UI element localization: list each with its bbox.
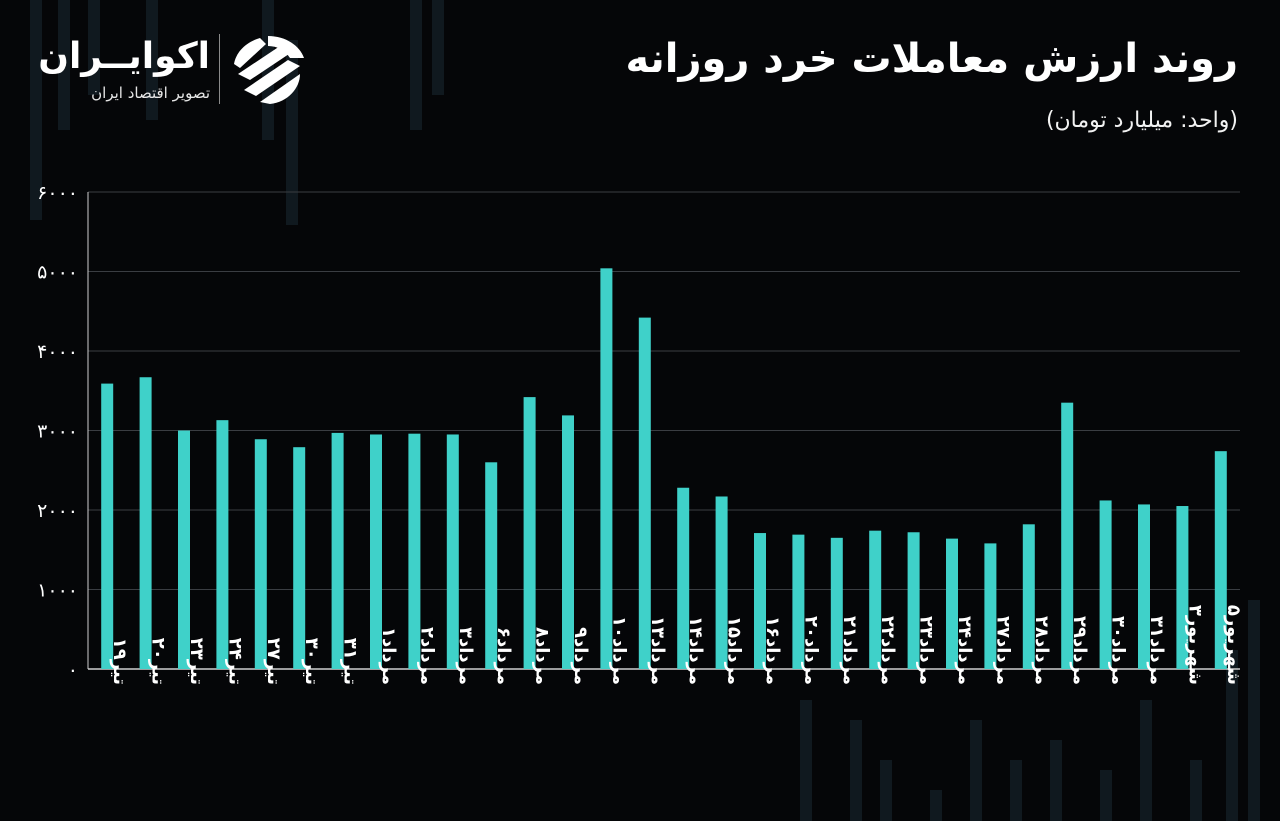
bg-candle <box>410 0 422 130</box>
bar <box>984 543 997 669</box>
x-tick-label: مرداد۲ <box>416 627 437 685</box>
x-tick-label: مرداد۱ <box>378 627 399 685</box>
bar <box>216 420 229 669</box>
bg-candle <box>1248 600 1260 821</box>
bar <box>1099 500 1112 669</box>
y-tick-label: ۵۰۰۰ <box>37 262 78 284</box>
x-tick-label: مرداد۶ <box>493 627 514 685</box>
bg-candle <box>262 0 274 140</box>
x-tick-label: مرداد۲۸ <box>1031 616 1052 685</box>
bg-candle <box>1140 700 1152 821</box>
x-tick-label: مرداد۲۲ <box>877 616 898 685</box>
chart-unit-subtitle: (واحد: میلیارد تومان) <box>1045 108 1238 133</box>
bar <box>1138 504 1150 669</box>
x-tick-label: مرداد۱۵ <box>724 616 745 685</box>
x-tick-label: مرداد۳۱ <box>1146 616 1167 685</box>
bg-candle <box>1010 760 1022 821</box>
x-tick-label: مرداد۳۰ <box>1108 616 1129 685</box>
y-tick-label: ۲۰۰۰ <box>37 500 78 522</box>
x-tick-label: مرداد۳ <box>455 627 476 685</box>
bar <box>715 496 728 669</box>
bg-candle <box>30 0 42 220</box>
bg-candle <box>970 720 982 821</box>
brand-tagline: تصویر اقتصاد ایران <box>91 84 210 102</box>
bar <box>408 433 421 669</box>
bar <box>792 534 805 669</box>
logo-divider <box>219 34 220 104</box>
x-tick-label: تیر۲۰ <box>148 638 169 685</box>
x-tick-label: مرداد۲۹ <box>1069 616 1090 685</box>
x-tick-label: مرداد۲۱ <box>839 616 860 685</box>
bar <box>446 434 459 669</box>
x-tick-label: مرداد۱۳ <box>647 616 668 685</box>
x-tick-label: تیر۱۹ <box>109 638 130 685</box>
x-tick-label: مرداد۲۴ <box>954 616 975 685</box>
bar <box>139 377 152 669</box>
x-tick-label: تیر۲۳ <box>186 638 207 685</box>
bar <box>523 397 536 669</box>
x-tick-label: مرداد۱۶ <box>762 616 783 685</box>
bg-candle <box>1226 650 1238 821</box>
y-tick-label: ۴۰۰۰ <box>37 341 78 363</box>
x-tick-label: تیر۲۷ <box>263 638 284 685</box>
x-tick-label: مرداد۹ <box>570 627 591 685</box>
bg-candle <box>930 790 942 821</box>
x-tick-label: مرداد۱۴ <box>685 616 706 685</box>
x-tick-label: تیر۳۱ <box>340 638 361 685</box>
x-tick-label: شهریور۵ <box>1223 605 1244 685</box>
bar <box>562 415 574 669</box>
brand-name: اکوایــران <box>38 36 210 77</box>
brand-mark-icon <box>234 36 304 104</box>
bar <box>101 383 114 669</box>
bar <box>638 317 651 669</box>
bar <box>1214 451 1227 669</box>
bar <box>907 532 920 669</box>
bg-candle <box>146 0 158 120</box>
bar <box>830 537 843 669</box>
bg-candle <box>850 720 862 821</box>
bar <box>677 487 690 669</box>
x-tick-label: مرداد۲۰ <box>800 616 821 685</box>
bg-candle <box>880 760 892 821</box>
x-tick-label: شهریور۳ <box>1184 605 1205 685</box>
x-tick-label: مرداد۱۰ <box>608 616 629 685</box>
bar <box>254 439 267 669</box>
x-tick-label: مرداد۲۷ <box>992 616 1013 685</box>
bar <box>293 447 306 669</box>
bar <box>1022 524 1035 669</box>
x-tick-label: مرداد۲۳ <box>916 616 937 685</box>
bar <box>946 538 958 669</box>
bar <box>754 533 766 669</box>
bg-candle <box>1100 770 1112 821</box>
bar <box>1061 402 1074 669</box>
bar <box>370 434 382 669</box>
bar <box>600 268 613 669</box>
y-tick-label: ۱۰۰۰ <box>37 580 78 602</box>
bg-candle <box>800 700 812 821</box>
bar <box>869 530 882 669</box>
bg-candle <box>1190 760 1202 821</box>
chart-title: روند ارزش معاملات خرد روزانه <box>625 36 1238 82</box>
bg-candle <box>432 0 444 95</box>
y-tick-label: ۶۰۰۰ <box>37 182 78 204</box>
bg-candle <box>88 0 100 95</box>
bar <box>485 462 498 669</box>
bg-candle <box>58 0 70 130</box>
bg-candle <box>1050 740 1062 821</box>
x-tick-label: تیر۳۰ <box>301 638 322 685</box>
y-tick-label: ۳۰۰۰ <box>37 421 78 443</box>
x-tick-label: تیر۲۴ <box>224 638 245 685</box>
bar <box>1176 506 1189 669</box>
x-tick-label: مرداد۸ <box>532 627 553 685</box>
y-tick-label: ۰ <box>68 659 78 681</box>
bar <box>178 430 190 669</box>
bar <box>331 432 344 669</box>
